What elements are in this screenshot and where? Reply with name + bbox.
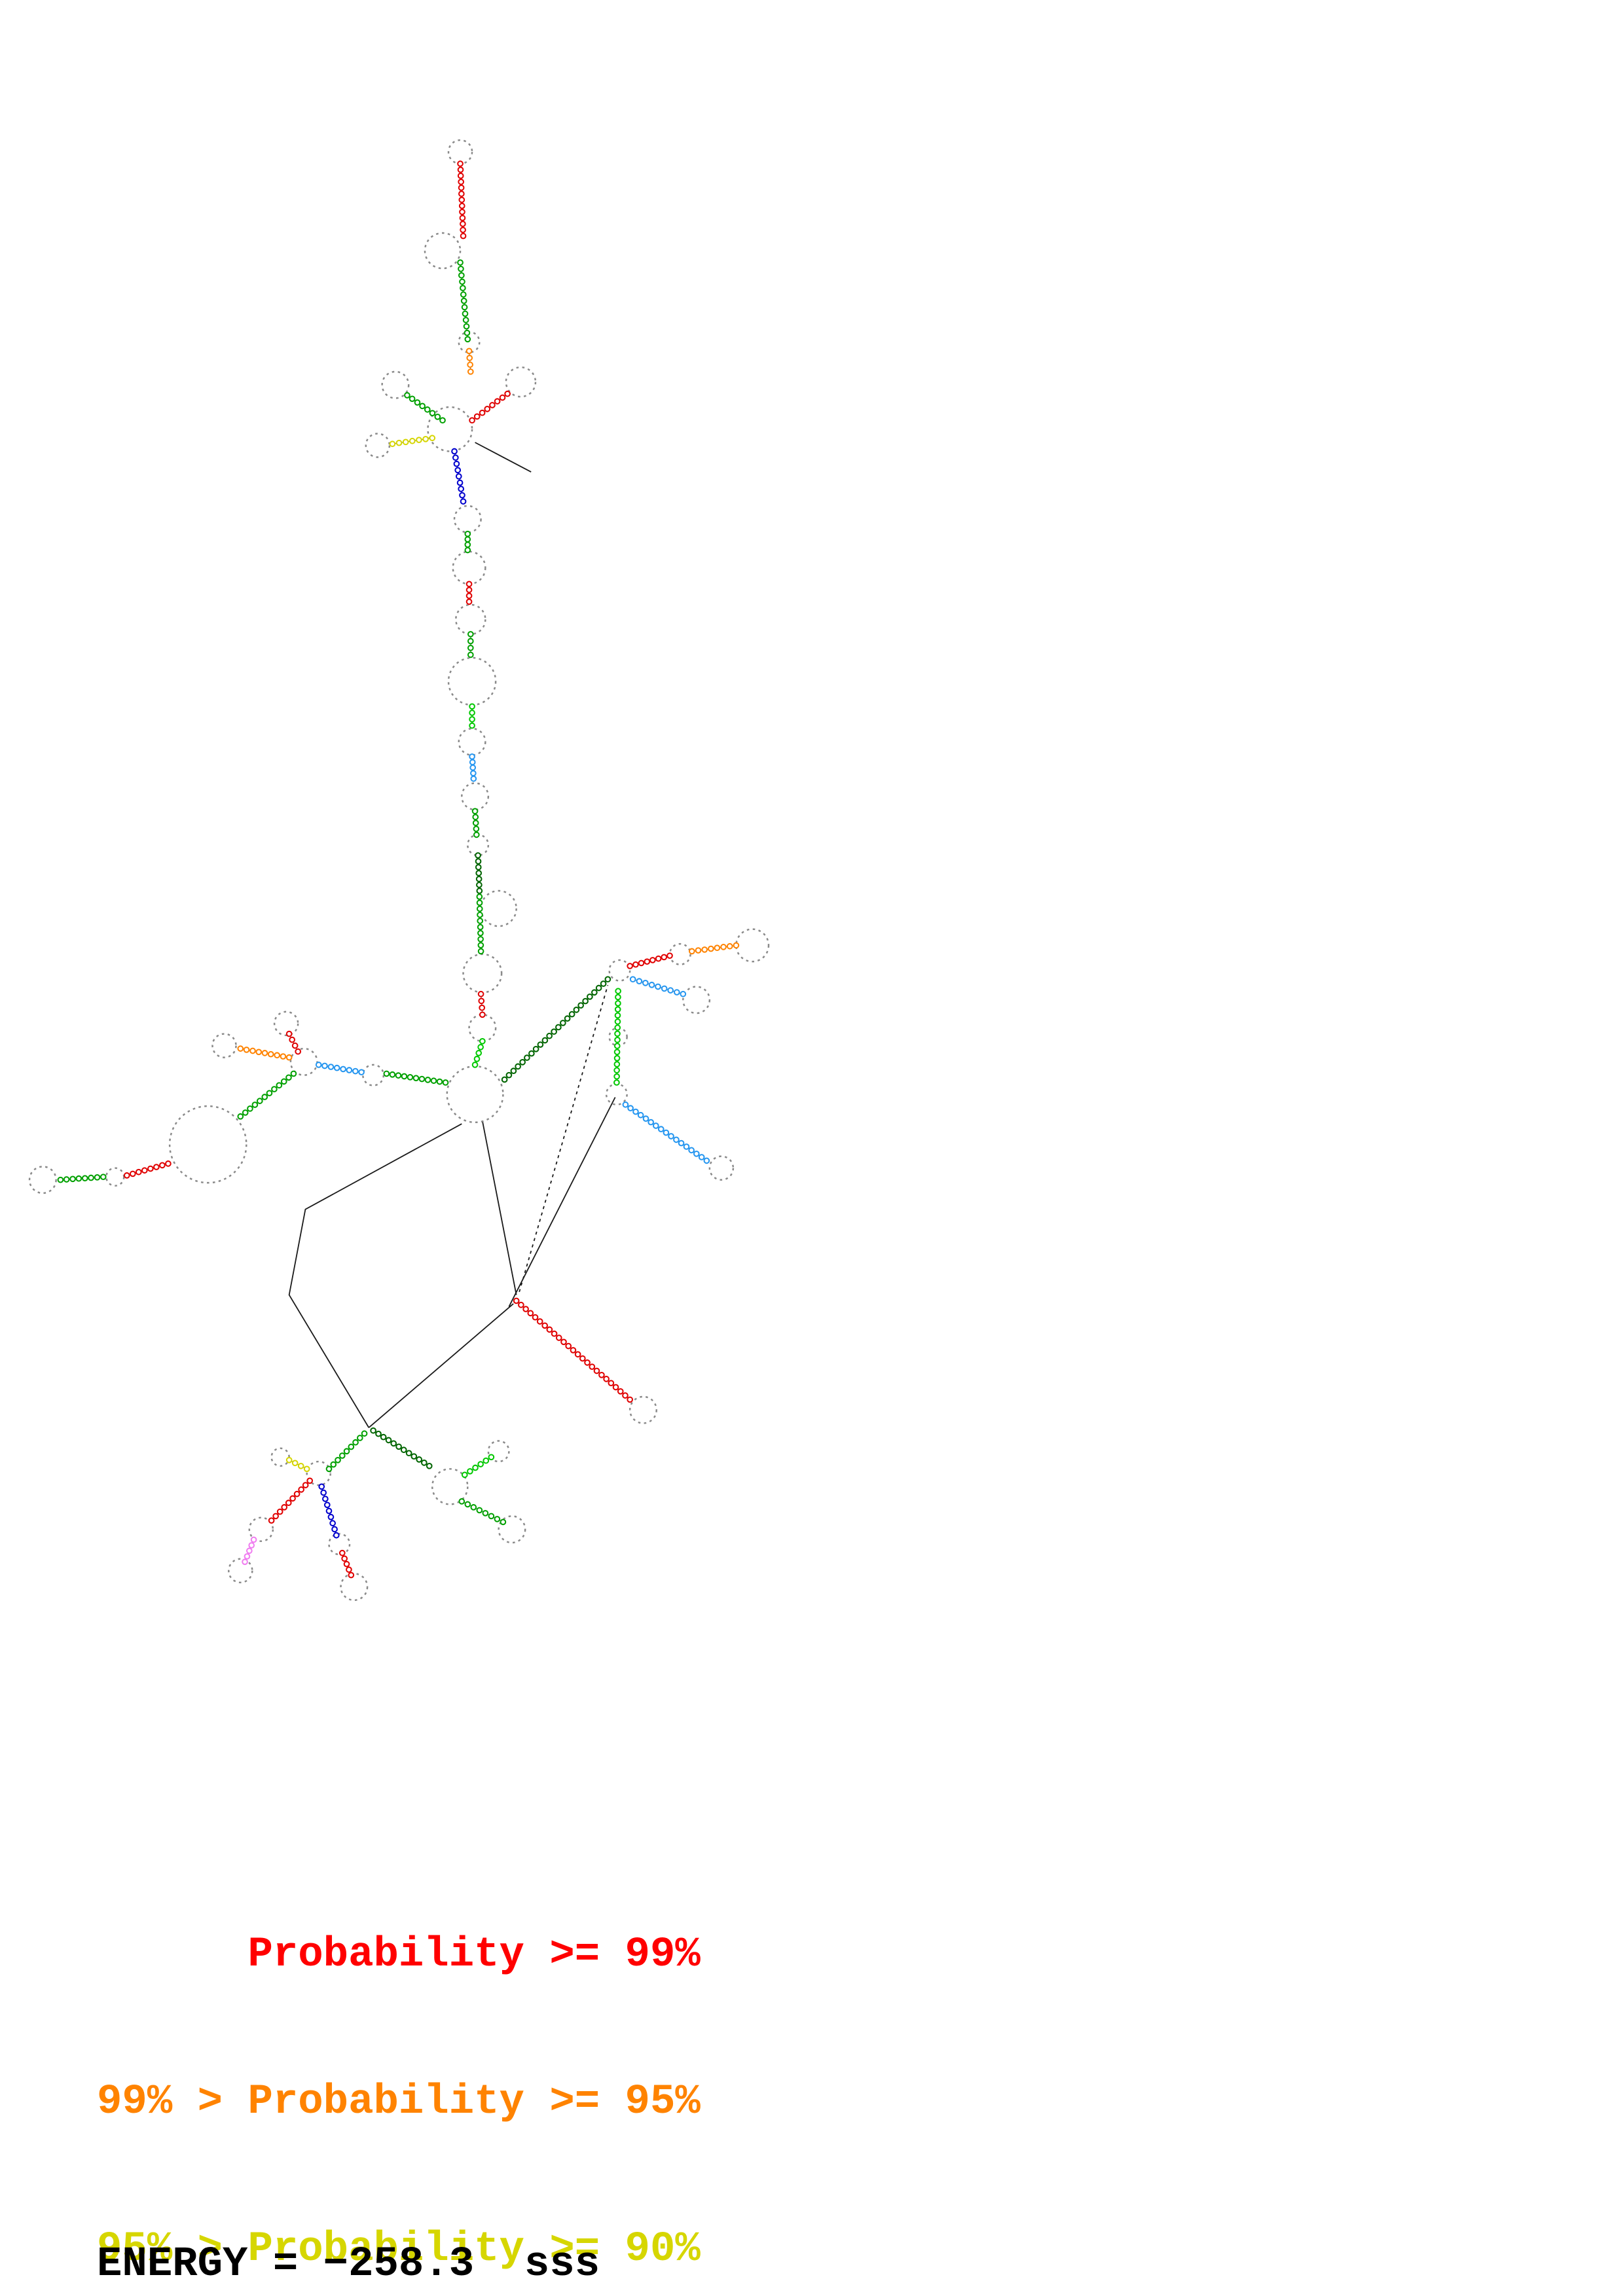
probability-legend: Probability >= 99% 99% > Probability >= …: [97, 1833, 701, 2296]
rna-structure-diagram: [28, 139, 770, 1602]
legend-line-p90: 95% > Probability >= 90%: [97, 2226, 701, 2273]
connector-lines: [288, 442, 616, 1428]
legend-line-p95: 99% > Probability >= 95%: [97, 2079, 701, 2126]
structure-svg: [28, 139, 770, 1602]
legend-line-p99: Probability >= 99%: [97, 1931, 701, 1979]
helix-chains: [57, 160, 740, 1579]
loop-circles: [28, 139, 770, 1602]
energy-label: ENERGY = −258.3 sss: [97, 2241, 600, 2288]
